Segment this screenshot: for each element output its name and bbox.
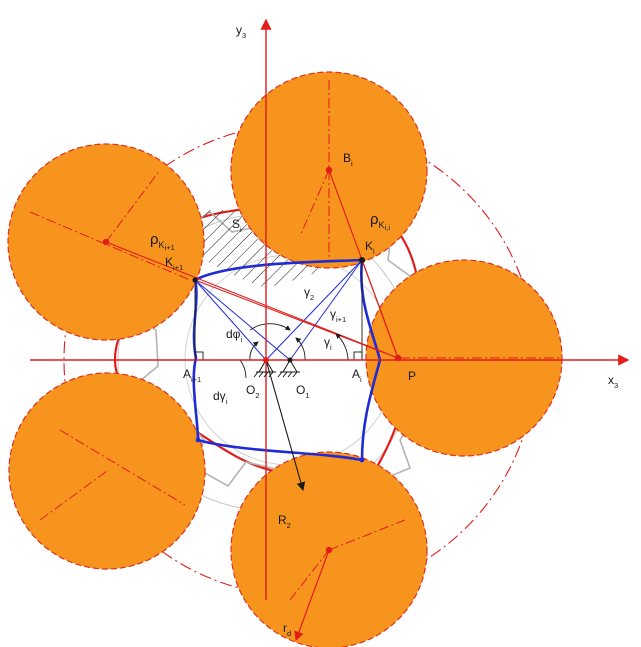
label-d-gamma-i: dγi <box>213 389 228 406</box>
label-P: P <box>408 369 416 383</box>
label-A-i1: Ai+1 <box>183 367 201 384</box>
point-roller-bottom-center <box>325 546 333 554</box>
ground-support-O2 <box>253 359 276 378</box>
label-gamma-i1: γi+1 <box>330 307 346 324</box>
blue-cycloid-profile <box>192 258 382 462</box>
label-Bi: Bi <box>343 151 353 168</box>
red-construction-lines <box>105 169 399 359</box>
label-rd: rd <box>283 621 291 638</box>
R2-radius-arrow <box>265 359 306 492</box>
ground-support-O1 <box>277 359 300 378</box>
label-O1: O1 <box>296 383 310 400</box>
point-Ki1 <box>192 277 198 283</box>
label-gamma-i: γi <box>324 335 332 352</box>
label-Ki: Ki <box>365 239 375 256</box>
point-O2 <box>263 357 269 363</box>
point-blue-1 <box>195 437 201 443</box>
angle-arcs <box>239 323 349 379</box>
label-Si: Si <box>232 217 242 234</box>
x-axis-label: x3 <box>608 373 618 390</box>
point-P <box>394 354 402 362</box>
rd-radius-arrow <box>294 549 330 642</box>
point-roller-left-center <box>102 238 110 246</box>
y-axis-label: y3 <box>236 23 246 40</box>
point-Bi <box>325 166 333 174</box>
label-A-i: Ai <box>352 367 362 384</box>
point-O1 <box>287 357 293 363</box>
label-Ki1: Ki+1 <box>165 255 183 272</box>
label-gamma2: γ2 <box>304 285 314 302</box>
label-d-phi-i: dφi <box>226 327 242 344</box>
point-Ki <box>359 257 365 263</box>
label-O2: O2 <box>246 383 260 400</box>
label-rho-Ki1: ρKi+1 <box>150 231 175 252</box>
label-rho-Ki: ρKi,i <box>370 211 390 232</box>
roller-lower-left <box>8 372 206 570</box>
point-blue-2 <box>359 457 365 463</box>
points <box>102 166 402 554</box>
label-R2: R2 <box>278 513 291 530</box>
